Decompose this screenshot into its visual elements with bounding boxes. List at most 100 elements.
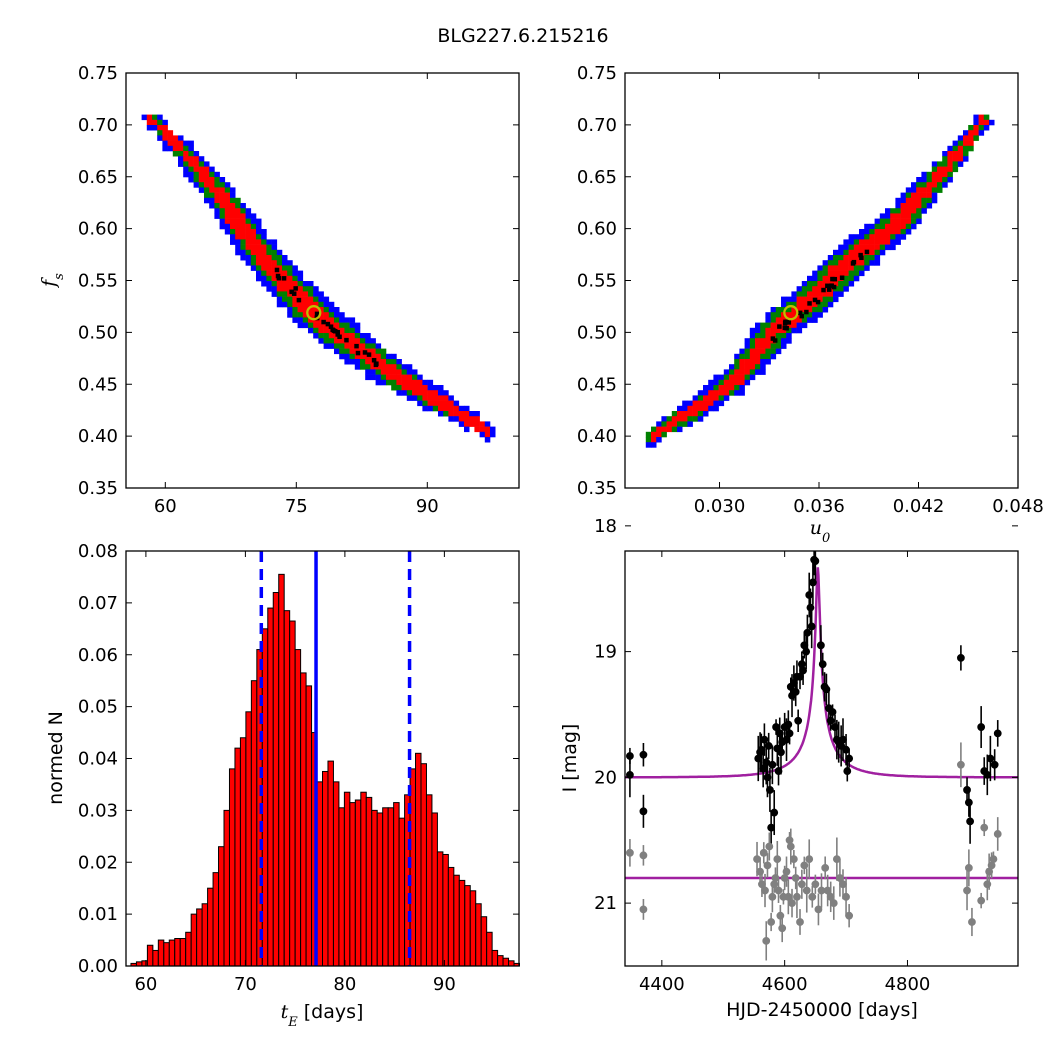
te-fs-contour-outer <box>183 166 189 173</box>
te-fs-best-sample <box>355 350 361 356</box>
u0-fs-contour-inner <box>807 296 813 303</box>
u0-fs-contour-inner <box>656 431 662 438</box>
u0-fs-contour-inner <box>952 151 959 157</box>
u0-fs-contour-inner <box>921 192 927 199</box>
u0-fs-contour-middle <box>848 275 855 282</box>
light-curve-plot-area <box>625 551 1018 961</box>
te-fs-contour-middle <box>287 270 293 277</box>
histogram-bar <box>425 794 433 967</box>
te-fs-contour-inner <box>219 197 226 204</box>
te-fs-contour-middle <box>354 333 361 339</box>
u0-fs-best-sample <box>850 261 856 266</box>
te-fs-contour-inner <box>417 385 423 391</box>
u0-fs-contour-outer <box>822 260 829 266</box>
u0-fs-contour-middle <box>853 265 860 271</box>
te-fs-contour-inner <box>448 405 454 412</box>
u0-fs-contour-middle <box>947 171 953 178</box>
te-fs-contour-middle <box>282 265 288 271</box>
u0-fs-contour-outer <box>677 405 683 412</box>
te-fs-contour-outer <box>427 379 434 386</box>
te-fs-contour-outer <box>261 275 267 282</box>
u0-fs-contour-inner <box>895 213 901 219</box>
u0-fs-contour-inner <box>801 296 808 303</box>
te-fs-contour-outer <box>146 125 153 131</box>
te-fs-contour-inner <box>245 239 252 245</box>
te-fs-contour-inner <box>308 317 314 323</box>
u0-fs-contour-outer <box>760 364 766 370</box>
u0-fs-contour-outer <box>791 291 797 297</box>
u0-fs-best-sample <box>784 319 790 325</box>
u0-fs-contour-inner <box>900 213 907 219</box>
te-fs-contour-middle <box>292 312 298 318</box>
u0-fs-contour-outer <box>895 234 901 240</box>
te-fs-contour-inner <box>245 223 252 230</box>
te-fs-contour-inner <box>386 364 392 370</box>
u0-fs-contour-inner <box>947 151 953 157</box>
te-fs-contour-inner <box>412 385 418 391</box>
data-point-second <box>832 855 841 864</box>
u0-fs-contour-middle <box>963 145 969 152</box>
te-fs-contour-inner <box>370 348 376 355</box>
te-fs-contour-middle <box>276 260 283 266</box>
te-fs-contour-inner <box>474 426 480 433</box>
u0-fs-contour-outer <box>770 353 777 360</box>
u0-fs-contour-outer <box>890 244 896 251</box>
te-fs-contour-outer <box>157 114 163 121</box>
u0-fs-contour-middle <box>729 369 735 375</box>
u0-fs-ytick-label: 0.35 <box>577 478 617 499</box>
u0-fs-contour-outer <box>916 177 922 183</box>
u0-fs-contour-inner <box>874 229 881 235</box>
histogram-bar <box>327 760 334 967</box>
data-point-main <box>816 641 825 650</box>
light-curve-xlabel: HJD-2450000 [days] <box>726 999 918 1021</box>
te-fs-contour-outer <box>287 260 293 266</box>
histogram-bar <box>431 812 438 967</box>
te-fs-contour-outer <box>271 239 278 245</box>
te-fs-contour-middle <box>204 192 210 199</box>
u0-fs-contour-outer <box>827 255 834 261</box>
te-fs-contour-outer <box>282 260 288 266</box>
u0-fs-best-sample <box>859 255 864 261</box>
te-fs-contour-outer <box>297 275 304 282</box>
te-fs-contour-inner <box>230 203 236 209</box>
histogram-bar <box>190 913 198 967</box>
te-fs-ytick-label: 0.45 <box>78 374 118 395</box>
u0-fs-contour-middle <box>916 213 922 219</box>
te-fs-contour-middle <box>406 390 413 396</box>
te-fs-xtick-label: 75 <box>285 496 308 517</box>
te-fs-contour-inner <box>417 379 423 386</box>
u0-fs-contour-inner <box>947 166 953 173</box>
histogram-bar <box>267 607 274 967</box>
te-fs-contour-outer <box>230 234 236 240</box>
u0-fs-contour-inner <box>843 270 849 277</box>
u0-fs-contour-inner <box>708 390 714 396</box>
u0-fs-contour-outer <box>713 405 719 412</box>
u0-fs-contour-outer <box>900 197 907 204</box>
u0-fs-contour-outer <box>931 161 938 167</box>
te-fs-contour-outer <box>396 359 402 365</box>
u0-fs-contour-inner <box>796 317 803 323</box>
te-fs-best-sample <box>325 321 331 327</box>
u0-fs-contour-inner <box>755 343 761 349</box>
te-fs-contour-outer <box>448 395 454 401</box>
u0-fs-contour-outer <box>677 426 683 433</box>
u0-fs-contour-middle <box>749 369 756 375</box>
u0-fs-contour-outer <box>755 327 761 334</box>
u0-fs-contour-middle <box>952 166 959 173</box>
histogram-bar <box>382 807 389 967</box>
histogram-bar <box>250 680 258 967</box>
u0-fs-contour-inner <box>739 359 745 365</box>
te-fs-contour-outer <box>219 218 226 225</box>
u0-fs-contour-outer <box>989 119 995 126</box>
te-fs-contour-inner <box>323 312 330 318</box>
u0-fs-xtick-label: 0.042 <box>893 496 945 517</box>
u0-fs-contour-outer <box>879 249 886 256</box>
histogram-bar <box>420 763 427 967</box>
te-fs-contour-outer <box>349 322 356 329</box>
u0-fs-contour-outer <box>859 234 865 240</box>
te-fs-contour-middle <box>302 286 309 292</box>
te-fs-contour-outer <box>256 275 262 282</box>
te-fs-contour-inner <box>235 223 241 230</box>
data-point-main <box>799 666 807 675</box>
te-fs-contour-outer <box>438 390 444 396</box>
